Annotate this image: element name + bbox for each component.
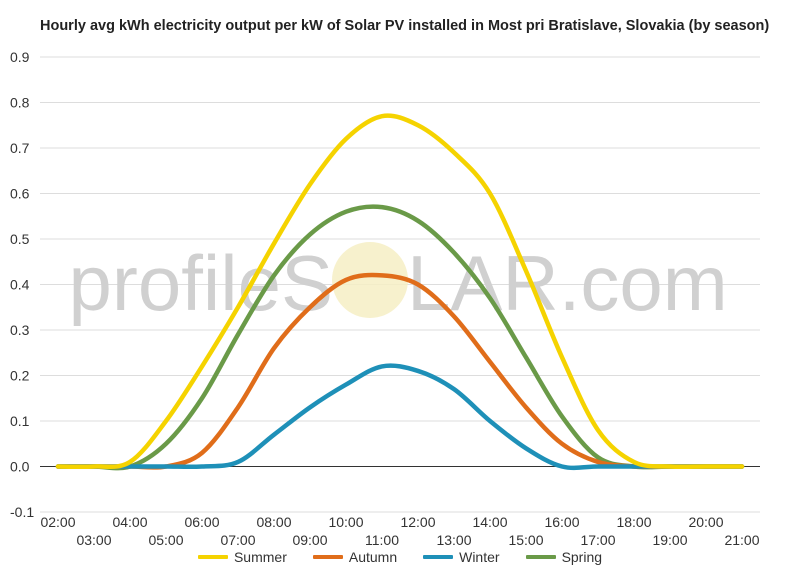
x-tick-label: 07:00 (220, 532, 255, 548)
x-tick-label: 10:00 (328, 514, 363, 530)
gridlines (40, 56, 760, 513)
legend-swatch (312, 555, 343, 559)
y-tick-label: 0.4 (10, 277, 30, 293)
x-tick-label: 02:00 (40, 514, 75, 530)
legend-swatch (423, 555, 454, 559)
y-tick-label: -0.1 (10, 504, 34, 520)
legend-item-autumn: Autumn (312, 549, 398, 565)
legend-item-winter: Winter (423, 549, 500, 565)
y-tick-label: 0.3 (10, 322, 30, 338)
legend-label: Summer (233, 549, 287, 565)
x-tick-label: 05:00 (148, 532, 183, 548)
legend-item-spring: Spring (525, 549, 603, 565)
legend-label: Spring (561, 549, 603, 565)
watermark: profileS LAR.com (69, 239, 728, 327)
legend-label: Winter (459, 549, 500, 565)
x-tick-label: 16:00 (544, 514, 579, 530)
legend-item-summer: Summer (197, 549, 287, 565)
y-tick-label: 0.6 (10, 186, 30, 202)
series-line-summer (55, 113, 745, 470)
x-tick-label: 13:00 (436, 532, 471, 548)
x-tick-label: 03:00 (76, 532, 111, 548)
x-tick-label: 09:00 (292, 532, 327, 548)
y-tick-label: 0.9 (10, 49, 30, 65)
x-tick-label: 04:00 (112, 514, 147, 530)
y-tick-label: 0.7 (10, 140, 30, 156)
x-tick-label: 14:00 (472, 514, 507, 530)
y-tick-label: 0.2 (10, 368, 30, 384)
series-line-winter (55, 363, 745, 471)
y-tick-label: 0.1 (10, 413, 30, 429)
legend-label: Autumn (348, 549, 398, 565)
x-tick-label: 20:00 (688, 514, 723, 530)
y-tick-label: 0.8 (10, 95, 30, 111)
x-tick-label: 15:00 (508, 532, 543, 548)
x-tick-label: 18:00 (616, 514, 651, 530)
x-tick-label: 17:00 (580, 532, 615, 548)
x-tick-label: 08:00 (256, 514, 291, 530)
x-tick-label: 11:00 (365, 532, 399, 548)
x-tick-label: 12:00 (400, 514, 435, 530)
watermark-sun-icon (332, 242, 408, 318)
x-tick-label: 21:00 (724, 532, 759, 548)
chart-legend: Summer Autumn Winter Spring (0, 549, 800, 565)
x-tick-label: 06:00 (184, 514, 219, 530)
y-tick-label: 0.5 (10, 231, 30, 247)
legend-swatch (197, 555, 228, 559)
legend-swatch (525, 555, 556, 559)
y-tick-label: 0.0 (10, 459, 30, 475)
chart-title: Hourly avg kWh electricity output per kW… (40, 18, 770, 34)
x-tick-label: 19:00 (652, 532, 687, 548)
watermark-text-right: LAR.com (407, 239, 728, 327)
